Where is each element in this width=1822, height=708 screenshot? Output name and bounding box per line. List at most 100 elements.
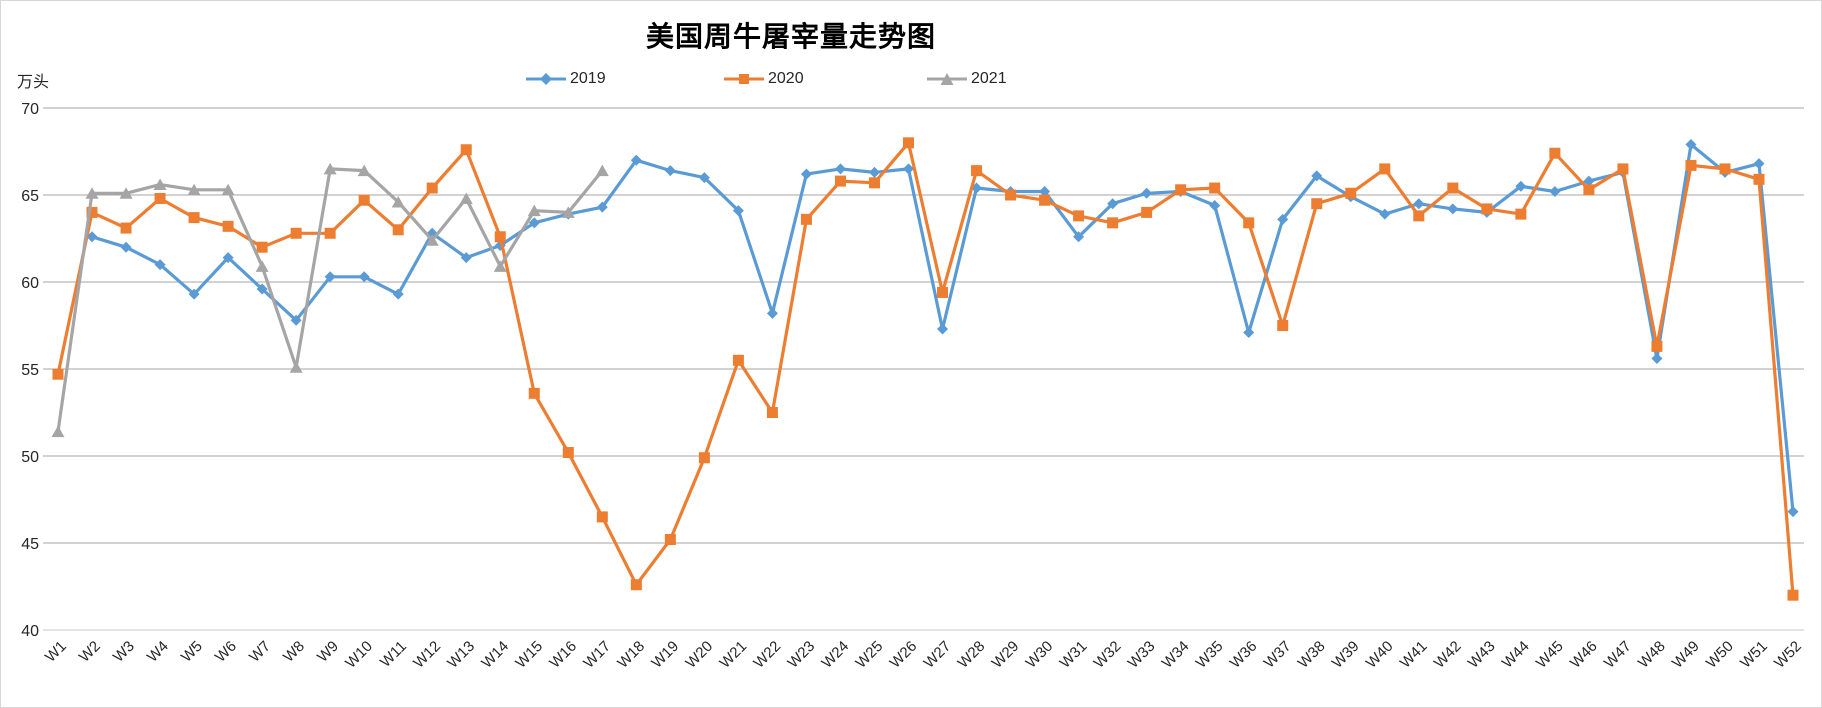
x-tick-label: W12 (410, 638, 444, 672)
x-tick-label: W49 (1669, 638, 1703, 672)
x-tick-label: W52 (1771, 638, 1805, 672)
x-tick-label: W47 (1601, 638, 1635, 672)
legend-label-2020: 2020 (768, 70, 804, 87)
data-point-2019-W3 (120, 241, 132, 253)
x-tick-label: W36 (1227, 638, 1261, 672)
data-point-2020-W22 (766, 407, 778, 418)
x-tick-label: W17 (580, 638, 614, 672)
data-point-2021-W16 (561, 206, 575, 218)
data-point-2019-W36 (1243, 326, 1255, 338)
data-point-2019-W42 (1447, 203, 1459, 215)
x-tick-label: W9 (314, 638, 342, 666)
x-tick-label: W37 (1261, 638, 1295, 672)
series-2020 (52, 137, 1799, 601)
y-tick-label: 50 (21, 449, 39, 466)
data-point-2019-W18 (630, 154, 642, 166)
data-point-2019-W37 (1277, 213, 1289, 225)
data-point-2021-W17 (595, 164, 609, 177)
x-tick-label: W26 (886, 638, 920, 672)
data-point-2019-W24 (834, 163, 846, 175)
data-point-2020-W27 (937, 286, 949, 298)
x-tick-label: W19 (648, 638, 682, 672)
data-point-2020-W52 (1787, 589, 1799, 601)
data-point-2021-W7 (255, 260, 269, 272)
x-tick-label: W46 (1567, 638, 1601, 672)
x-tick-label: W18 (614, 638, 648, 672)
x-tick-label: W42 (1431, 638, 1465, 672)
data-point-2019-W27 (937, 323, 949, 335)
data-point-2020-W20 (698, 452, 710, 464)
legend-item-2020: 2020 (723, 67, 804, 91)
data-point-2019-W19 (664, 165, 676, 177)
x-tick-label: W6 (212, 638, 240, 666)
data-point-2019-W46 (1583, 175, 1595, 187)
x-tick-label: W11 (377, 638, 410, 671)
x-tick-label: W2 (76, 638, 104, 666)
data-point-2019-W33 (1141, 187, 1153, 199)
data-point-2019-W40 (1379, 208, 1391, 220)
data-point-2019-W2 (86, 231, 98, 243)
series-2021-line (56, 167, 604, 432)
data-point-2021-W3 (119, 187, 133, 199)
data-point-2020-W6 (222, 220, 234, 232)
data-point-2020-W30 (1039, 194, 1051, 206)
data-point-2021-W12 (425, 234, 439, 246)
data-point-2020-W19 (664, 534, 676, 546)
data-point-2020-W10 (358, 194, 370, 206)
data-point-2019-W35 (1209, 199, 1221, 211)
data-point-2020-W16 (562, 447, 574, 459)
y-axis-unit-label: 万头 (17, 73, 49, 91)
y-tick-label: 65 (21, 188, 39, 205)
x-tick-label: W21 (716, 638, 750, 672)
data-point-2020-W2 (86, 206, 98, 218)
data-point-2021-W10 (357, 164, 371, 177)
data-point-2020-W5 (188, 212, 200, 224)
y-tick-label: 70 (21, 101, 39, 118)
data-point-2020-W3 (120, 222, 132, 234)
x-tick-label: W16 (546, 638, 580, 672)
series-2019 (86, 139, 1799, 518)
data-point-2019-W10 (358, 271, 370, 283)
data-point-2019-W21 (732, 205, 744, 217)
data-point-2019-W11 (392, 288, 404, 300)
diamond-marker-icon (526, 73, 566, 85)
data-point-2019-W15 (528, 217, 540, 229)
x-tick-label: W51 (1737, 638, 1771, 672)
data-point-2019-W30 (1039, 186, 1051, 198)
data-point-2019-W32 (1107, 198, 1119, 210)
data-point-2020-W28 (971, 165, 983, 177)
data-point-2020-W45 (1549, 147, 1561, 159)
x-tick-label: W39 (1329, 638, 1363, 672)
x-tick-label: W14 (478, 638, 512, 672)
x-tick-label: W44 (1499, 638, 1533, 672)
data-point-2020-W15 (528, 387, 540, 399)
triangle-marker-icon (927, 73, 967, 85)
data-point-2020-W31 (1073, 210, 1085, 222)
data-point-2020-W48 (1651, 340, 1663, 352)
data-point-2020-W49 (1685, 159, 1697, 171)
x-tick-label: W13 (444, 638, 478, 672)
data-point-2019-W8 (290, 314, 302, 326)
x-tick-label: W24 (818, 638, 852, 672)
data-point-2020-W11 (392, 224, 404, 236)
x-tick-label: W8 (280, 638, 308, 666)
data-point-2020-W50 (1719, 163, 1731, 175)
x-tick-label: W23 (784, 638, 818, 672)
data-point-2019-W23 (800, 168, 812, 180)
data-point-2019-W38 (1311, 170, 1323, 182)
legend-label-2019: 2019 (570, 70, 606, 87)
data-point-2019-W5 (188, 288, 200, 300)
data-point-2019-W17 (596, 201, 608, 213)
x-tick-label: W1 (42, 638, 70, 666)
data-point-2019-W31 (1073, 231, 1085, 243)
data-point-2019-W51 (1753, 158, 1765, 170)
x-tick-label: W20 (682, 638, 716, 672)
data-point-2020-W34 (1175, 184, 1187, 196)
y-tick-label: 40 (21, 623, 39, 640)
data-point-2020-W25 (868, 177, 880, 189)
y-tick-label: 60 (21, 275, 39, 292)
x-tick-label: W28 (955, 638, 989, 672)
data-point-2019-W49 (1685, 139, 1697, 151)
